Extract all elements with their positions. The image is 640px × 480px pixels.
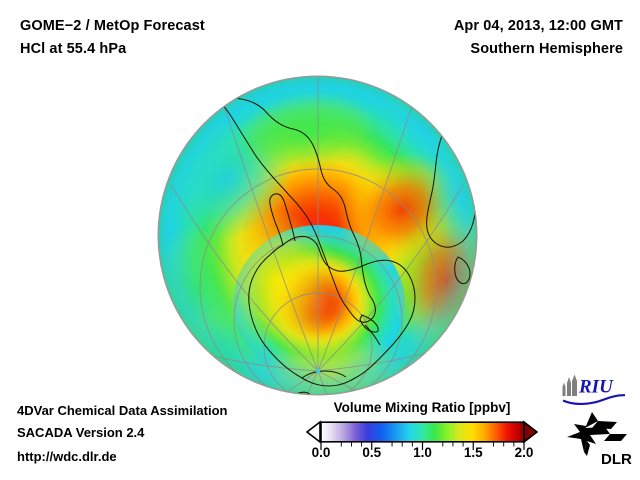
- riu-logo: RIU: [562, 374, 626, 405]
- colorbar-gradient: [321, 422, 524, 442]
- colorbar-tick-3: 1.5: [463, 445, 483, 460]
- colorbar-svg: [306, 420, 539, 450]
- coastline-australia: [271, 391, 314, 395]
- colorbar-under-arrow: [306, 420, 321, 444]
- polar-map-svg: [157, 75, 478, 396]
- dlr-wordmark: DLR: [601, 451, 632, 468]
- colorbar-tick-2: 1.0: [413, 445, 432, 460]
- source-url-label[interactable]: http://wdc.dlr.de: [17, 449, 117, 464]
- coastline-ross-sea: [301, 370, 347, 379]
- globe-rim: [157, 75, 478, 396]
- coastline-madagascar: [454, 256, 471, 285]
- method-label: 4DVar Chemical Data Assimilation: [17, 403, 228, 418]
- coastline-antarctic-peninsula: [364, 324, 381, 346]
- region-label: Southern Hemisphere: [470, 41, 623, 57]
- coastline-antarctica: [248, 235, 416, 387]
- colorbar-title: Volume Mixing Ratio [ppbv]: [333, 400, 511, 415]
- colorbar-tick-1: 0.5: [362, 445, 382, 460]
- coastline-tierra-del-fuego: [359, 314, 379, 333]
- dlr-logo: DLR: [567, 412, 632, 468]
- coastline-south-america: [200, 79, 376, 323]
- riu-spire-icon: [562, 374, 577, 396]
- page-title: GOME−2 / MetOp Forecast: [20, 18, 205, 34]
- dlr-mark-icon: [567, 412, 627, 456]
- riu-swoosh-icon: [562, 394, 626, 405]
- riu-wordmark: RIU: [578, 377, 614, 398]
- coastline-new-zealand: [405, 380, 425, 395]
- species-level-label: HCl at 55.4 hPa: [20, 41, 127, 57]
- colorbar-tick-0: 0.0: [311, 445, 331, 460]
- colorbar: Volume Mixing Ratio [ppbv]: [306, 400, 546, 472]
- colorbar-tick-4: 2.0: [514, 445, 534, 460]
- south-pole-marker: [315, 368, 321, 374]
- coastline-antarctic-peninsula-finger: [269, 193, 296, 246]
- hcl-rim-band: [158, 76, 477, 395]
- version-label: SACADA Version 2.4: [17, 425, 145, 440]
- colorbar-over-arrow: [523, 420, 539, 444]
- colorbar-frame: [320, 421, 525, 443]
- polar-map: [157, 75, 478, 396]
- timestamp-label: Apr 04, 2013, 12:00 GMT: [453, 18, 623, 34]
- colorbar-minor-ticks: [340, 442, 515, 447]
- colorbar-ticks: [320, 442, 525, 450]
